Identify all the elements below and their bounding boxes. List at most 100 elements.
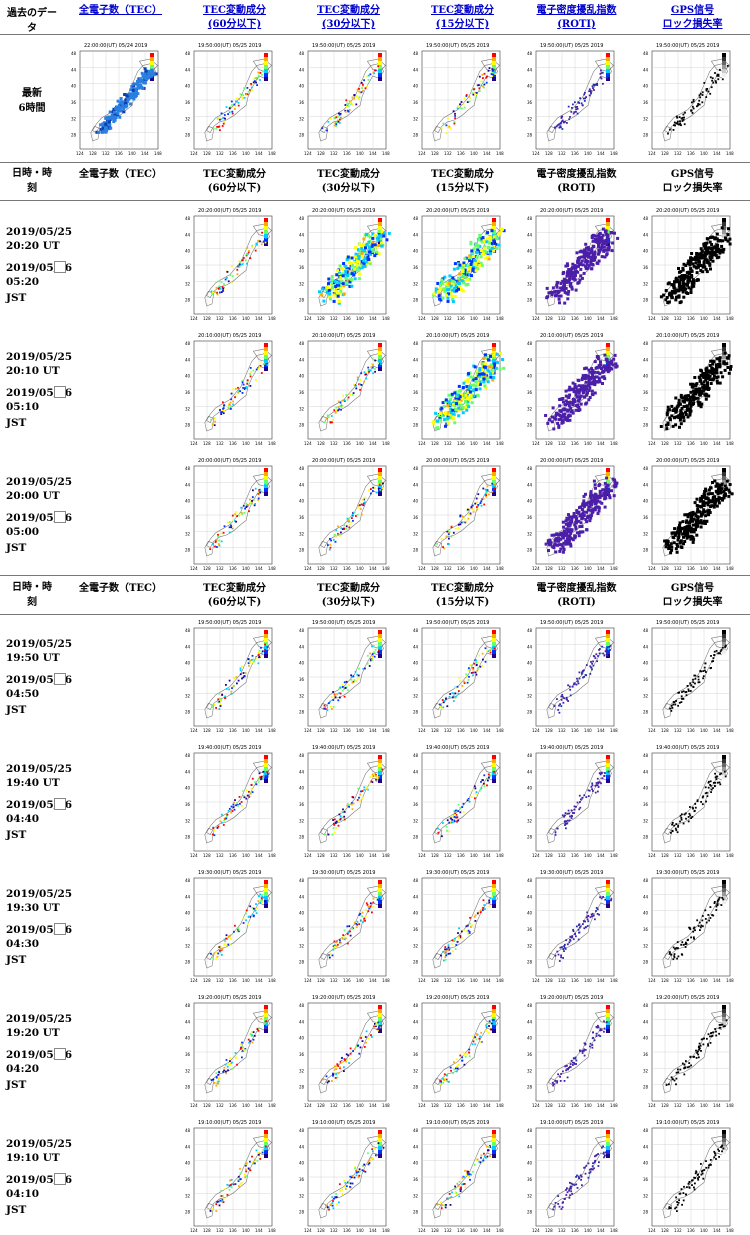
lat-label: 48 xyxy=(413,466,419,471)
data-point xyxy=(377,65,379,67)
lat-label: 48 xyxy=(299,216,305,221)
data-point xyxy=(443,418,446,421)
column-header-line1[interactable]: TEC変動成分 xyxy=(410,4,515,18)
data-point xyxy=(230,274,232,276)
colorbar-swatch xyxy=(722,53,726,57)
column-header-line1[interactable]: 全電子数（TEC） xyxy=(68,4,173,18)
colorbar-swatch xyxy=(606,65,610,69)
column-header-line2[interactable]: (30分以下) xyxy=(296,18,401,32)
data-point xyxy=(577,101,579,103)
data-point xyxy=(711,481,714,484)
column-header-line1[interactable]: TEC変動成分 xyxy=(182,4,287,18)
column-header-line2[interactable]: (15分以下) xyxy=(410,18,515,32)
column-header-5[interactable]: GPS信号ロック損失率 xyxy=(640,4,745,32)
column-header-line1[interactable]: TEC変動成分 xyxy=(296,4,401,18)
lon-label: 148 xyxy=(610,728,618,733)
colorbar-swatch xyxy=(722,650,726,654)
data-point xyxy=(473,88,475,90)
column-header-line2[interactable]: (ROTI) xyxy=(524,18,629,32)
data-point xyxy=(712,360,715,363)
row-select-checkbox[interactable] xyxy=(54,511,66,523)
data-point xyxy=(577,108,579,110)
data-point xyxy=(592,85,594,87)
data-point xyxy=(450,285,453,288)
column-header-2[interactable]: TEC変動成分(30分以下) xyxy=(296,4,401,32)
data-point xyxy=(240,93,242,95)
data-point xyxy=(586,503,589,506)
data-point xyxy=(360,508,362,510)
colorbar-swatch xyxy=(722,61,726,65)
column-header-line2[interactable]: (60分以下) xyxy=(182,18,287,32)
column-header-1: TEC変動成分(60分以下) xyxy=(182,168,287,196)
map-timestamp: 19:50:00(UT) 05/25 2019 xyxy=(198,43,261,49)
column-header-line2[interactable]: ロック損失率 xyxy=(640,18,745,32)
row-select-checkbox[interactable] xyxy=(54,798,66,810)
data-point xyxy=(246,383,248,385)
data-point xyxy=(556,126,558,128)
lat-label: 32 xyxy=(185,116,191,121)
data-point xyxy=(324,421,326,423)
data-point xyxy=(550,293,553,296)
data-point xyxy=(560,126,562,128)
column-header-line1[interactable]: GPS信号 xyxy=(640,4,745,18)
data-point xyxy=(684,112,686,114)
data-point xyxy=(260,647,262,649)
data-point xyxy=(714,503,717,506)
data-point xyxy=(327,414,329,416)
data-point xyxy=(240,668,242,670)
data-point xyxy=(727,240,730,243)
row-select-checkbox[interactable] xyxy=(54,386,66,398)
row-select-checkbox[interactable] xyxy=(54,673,66,685)
data-point xyxy=(446,705,448,707)
column-header-line1[interactable]: 電子密度擾乱指数 xyxy=(524,4,629,18)
lon-label: 128 xyxy=(317,151,325,156)
data-point xyxy=(477,394,480,397)
row-select-checkbox[interactable] xyxy=(54,261,66,273)
lon-label: 124 xyxy=(532,441,540,446)
data-point xyxy=(673,541,676,544)
data-point xyxy=(693,376,696,379)
lon-label: 136 xyxy=(571,151,579,156)
column-header-3[interactable]: TEC変動成分(15分以下) xyxy=(410,4,515,32)
lon-label: 140 xyxy=(356,853,364,858)
column-header-4[interactable]: 電子密度擾乱指数(ROTI) xyxy=(524,4,629,32)
data-point xyxy=(682,520,685,523)
column-header-1[interactable]: TEC変動成分(60分以下) xyxy=(182,4,287,32)
data-point xyxy=(714,72,716,74)
data-point xyxy=(233,677,235,679)
data-point xyxy=(482,378,485,381)
data-point xyxy=(463,257,466,260)
data-point xyxy=(450,294,453,297)
column-header-0[interactable]: 全電子数（TEC） xyxy=(68,4,173,18)
data-point xyxy=(345,99,347,101)
data-point xyxy=(222,411,224,413)
